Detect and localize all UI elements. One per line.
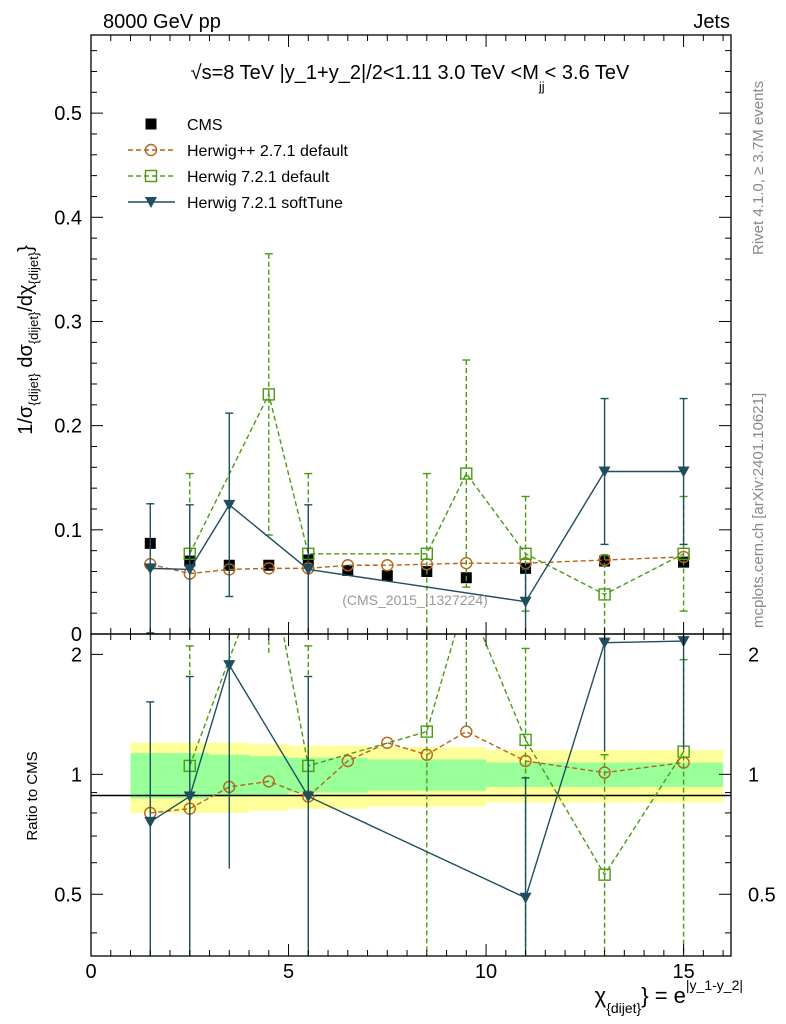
- cms-point: [381, 570, 393, 582]
- herwig-7-2-1-softtune-point: [183, 564, 196, 576]
- y-tick-label-top: 0.1: [54, 520, 82, 542]
- legend-entry: Herwig 7.2.1 default: [128, 169, 330, 186]
- y-tick-label-bottom: 1: [71, 764, 82, 786]
- legend-marker: [144, 143, 158, 157]
- x-axis-label: χ{dijet}} = e|y_1-y_2|: [595, 977, 743, 1016]
- x-tick-label: 5: [283, 961, 294, 983]
- herwig-7-2-1-default-ratio-point: [598, 868, 611, 881]
- legend-entry: Herwig 7.2.1 softTune: [128, 195, 343, 212]
- herwig-2-7-1-default-ratio-point: [262, 775, 275, 788]
- herwig-7-2-1-softtune-point: [302, 564, 315, 576]
- top-panel-series: [144, 253, 690, 634]
- axis-ticks: 0 5 10 15 0 0.1 0.2 0.3 0.4 0.5 0.5 0.5 1 1 2 2: [54, 35, 776, 983]
- y-tick-label-bottom: 2: [71, 644, 82, 666]
- herwig-2-7-1-default-ratio-point: [381, 736, 394, 749]
- y-axis-label-bottom: Ratio to CMS: [24, 751, 41, 840]
- y-tick-label-top: 0.4: [54, 207, 82, 229]
- legend-marker: [145, 118, 157, 130]
- legend-label: CMS: [187, 117, 223, 134]
- x-tick-label: 0: [85, 961, 96, 983]
- inner-band-bin: [446, 759, 487, 791]
- title-subscript: jj: [538, 79, 545, 94]
- herwig-7-2-1-default-ratio-point: [519, 733, 532, 747]
- y-tick-label-top: 0: [71, 624, 82, 646]
- legend-label: Herwig 7.2.1 softTune: [187, 195, 343, 212]
- bottom-panel-series: [144, 634, 690, 956]
- bottom-panel-frame: [90, 633, 732, 957]
- herwig-7-2-1-default-line: [189, 392, 684, 596]
- legend-entry: Herwig++ 2.7.1 default: [128, 143, 349, 160]
- analysis-label: (CMS_2015_I1327224): [342, 592, 488, 608]
- herwig-7-2-1-default-ratio-point: [420, 725, 434, 738]
- y-tick-label-bottom-right: 1: [748, 764, 759, 786]
- herwig-7-2-1-default-point: [677, 547, 690, 560]
- svg-text:√s=8 TeV |y_1+y_2|/2<1.11 3.0: √s=8 TeV |y_1+y_2|/2<1.11 3.0 TeV <Mjj< …: [191, 62, 630, 94]
- legend-marker: [145, 197, 157, 208]
- herwig-7-2-1-default-point: [420, 547, 434, 560]
- legend-label: Herwig++ 2.7.1 default: [187, 143, 349, 160]
- chart-title: √s=8 TeV |y_1+y_2|/2<1.11 3.0 TeV <Mjj< …: [191, 62, 630, 94]
- herwig-7-2-1-softtune-ratio-point: [519, 892, 532, 904]
- inner-band-bin: [367, 759, 408, 791]
- y-tick-label-top: 0.3: [54, 311, 82, 333]
- x-tick-label: 10: [475, 961, 497, 983]
- herwig-2-7-1-default-point: [341, 559, 354, 572]
- herwig-7-2-1-default-point: [262, 388, 275, 401]
- herwig-2-7-1-default-point: [262, 562, 275, 575]
- herwig-7-2-1-softtune-ratio-point: [183, 791, 196, 803]
- inner-band-bin: [328, 757, 368, 793]
- herwig-7-2-1-default-point: [519, 547, 532, 560]
- y-tick-label-bottom-right: 2: [748, 644, 759, 666]
- y-tick-label-bottom-right: 0.5: [748, 884, 776, 906]
- herwig-2-7-1-default-point: [381, 559, 394, 572]
- herwig-7-2-1-softtune-ratio-point: [223, 660, 236, 672]
- rivet-version-label: Rivet 4.1.0, ≥ 3.7M events: [750, 81, 767, 255]
- herwig-7-2-1-default-point: [460, 467, 473, 480]
- y-tick-label-top: 0.2: [54, 416, 82, 438]
- header-energy-label: 8000 GeV pp: [103, 11, 221, 33]
- herwig-2-7-1-default-ratio-line: [150, 730, 684, 814]
- herwig-7-2-1-softtune-point: [519, 596, 532, 608]
- svg-text:χ{dijet}} = e|y_1-y_2|: χ{dijet}} = e|y_1-y_2|: [595, 977, 743, 1016]
- herwig-2-7-1-default-line: [150, 556, 684, 575]
- y-tick-label-bottom: 0.5: [54, 884, 82, 906]
- herwig-7-2-1-softtune-point: [144, 563, 157, 575]
- legend-marker: [144, 169, 158, 183]
- herwig-2-7-1-default-ratio-point: [460, 725, 473, 738]
- herwig-7-2-1-softtune-point: [598, 466, 611, 478]
- herwig-2-7-1-default-ratio-point: [341, 754, 354, 768]
- herwig-7-2-1-softtune-point: [677, 466, 690, 478]
- cms-point: [599, 555, 611, 567]
- legend: CMS Herwig++ 2.7.1 default Herwig 7.2.1 de…: [128, 117, 349, 212]
- herwig-7-2-1-softtune-point: [223, 499, 236, 511]
- herwig-7-2-1-softtune-line: [150, 470, 684, 603]
- legend-label: Herwig 7.2.1 default: [187, 169, 330, 186]
- title-main: √s=8 TeV |y_1+y_2|/2<1.11 3.0 TeV <M: [191, 62, 539, 84]
- herwig-7-2-1-softtune-ratio-point: [144, 816, 157, 828]
- svg-text:1/σ{dijet} dσ{dijet}/dχ{dijet}: 1/σ{dijet} dσ{dijet}/dχ{dijet}}: [15, 245, 41, 435]
- y-tick-label-top: 0.5: [54, 103, 82, 125]
- herwig-7-2-1-softtune-ratio-point: [598, 637, 611, 649]
- herwig-7-2-1-softtune-ratio-point: [302, 791, 315, 803]
- title-suffix: < 3.6 TeV: [545, 62, 630, 84]
- y-axis-label-top: 1/σ{dijet} dσ{dijet}/dχ{dijet}}: [15, 245, 41, 435]
- herwig-7-2-1-default-point: [598, 588, 611, 601]
- x-tick-label: 15: [672, 961, 694, 983]
- mcplots-source-label: mcplots.cern.ch [arXiv:2401.10621]: [750, 393, 767, 628]
- cms-point: [263, 559, 275, 571]
- header-process-label: Jets: [693, 11, 730, 33]
- legend-entry: CMS: [145, 117, 223, 134]
